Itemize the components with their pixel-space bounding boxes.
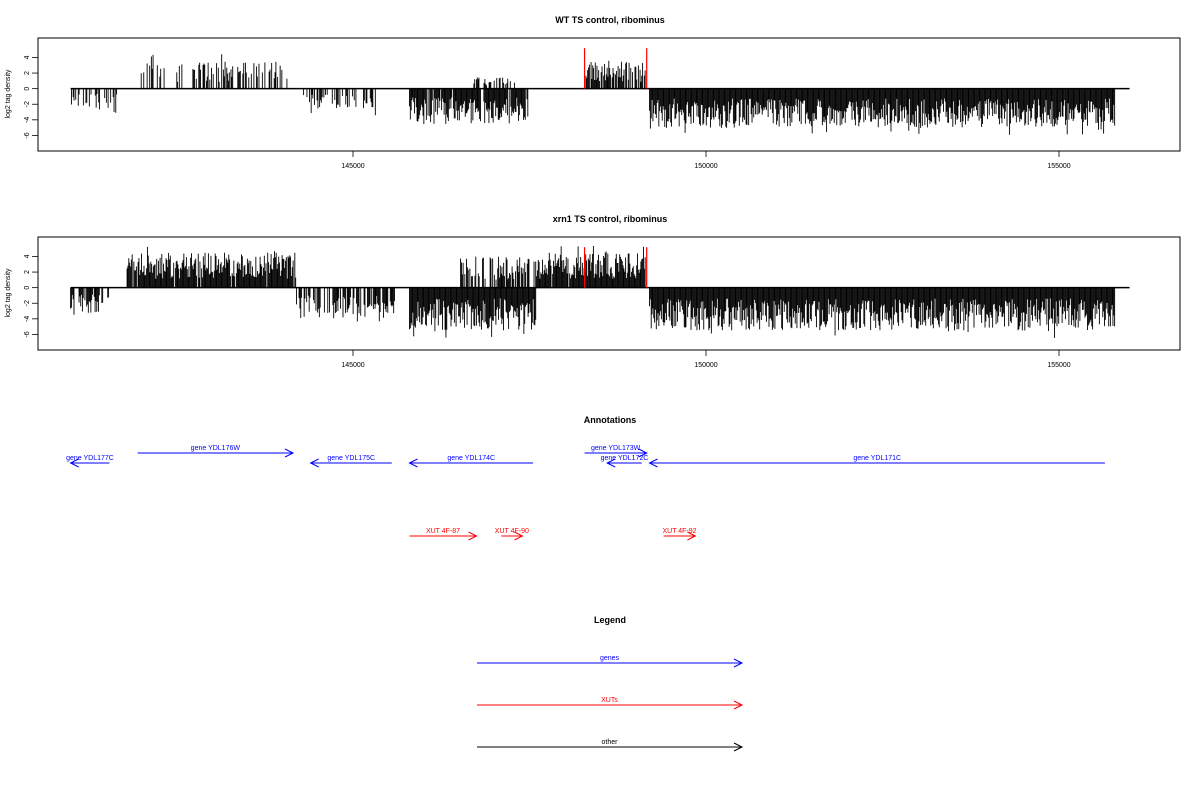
gene-arrow-label: gene YDL176W xyxy=(191,445,241,452)
legend: Legend genes XUTs other xyxy=(477,615,744,752)
gene-arrow: gene YDL177C xyxy=(66,455,114,468)
y-tick-label: 2 xyxy=(24,71,31,75)
xut-arrow-head xyxy=(468,531,478,541)
y-tick-label: -4 xyxy=(24,117,31,123)
x-tick-label: 155000 xyxy=(1047,163,1070,170)
legend-item: XUTs xyxy=(477,697,744,710)
panel-wt-ylabel: log2 tag density xyxy=(5,69,12,119)
gene-arrow-head xyxy=(69,458,79,468)
panel-xrn1-frame xyxy=(37,236,1181,351)
y-tick-label: -2 xyxy=(24,101,31,107)
panel-xrn1: xrn1 TS control, ribominus log2 tag dens… xyxy=(5,214,1181,369)
gene-arrow: gene YDL171C xyxy=(648,455,1105,468)
legend-item-head xyxy=(733,700,744,710)
gene-arrow: gene YDL175C xyxy=(309,455,392,468)
legend-item-label: other xyxy=(602,739,619,746)
panel-xrn1-y-axis: -6 -4 -2 0 2 4 xyxy=(24,254,38,338)
y-tick-label: -4 xyxy=(24,316,31,322)
legend-item: other xyxy=(477,739,744,752)
legend-title: Legend xyxy=(594,615,626,625)
xut-arrow-label: XUT 4F-90 xyxy=(495,528,529,535)
gene-arrow-label: gene YDL171C xyxy=(853,455,901,462)
panel-wt: WT TS control, ribominus log2 tag densit… xyxy=(5,15,1181,170)
panel-wt-x-axis: 145000 150000 155000 xyxy=(341,151,1071,170)
x-tick-label: 150000 xyxy=(694,362,717,369)
gene-arrow-label: gene YDL174C xyxy=(447,455,495,462)
xut-arrow: XUT 4F-90 xyxy=(495,528,529,541)
gene-arrow-label: gene YDL177C xyxy=(66,455,114,462)
xut-arrow: XUT 4F-87 xyxy=(409,528,478,541)
x-tick-label: 150000 xyxy=(694,163,717,170)
panel-wt-frame xyxy=(37,37,1181,152)
gene-arrows: gene YDL177C gene YDL176W gene YDL175C gene… xyxy=(66,445,1105,468)
gene-arrow-head xyxy=(309,458,319,468)
xut-arrow-head xyxy=(514,531,524,541)
panel-wt-bars xyxy=(70,48,1130,135)
x-tick-label: 155000 xyxy=(1047,362,1070,369)
legend-item-label: XUTs xyxy=(601,697,618,704)
gene-arrow-head xyxy=(284,448,295,458)
xut-arrows: XUT 4F-87 XUT 4F-90 XUT 4F-92 xyxy=(409,528,697,541)
xut-arrow-label: XUT 4F-92 xyxy=(662,528,696,535)
legend-items: genes XUTs other xyxy=(477,655,744,752)
legend-item-head xyxy=(733,658,744,668)
legend-item-label: genes xyxy=(600,655,620,662)
y-tick-label: 0 xyxy=(24,87,31,91)
gene-arrow-head xyxy=(408,458,418,468)
gene-arrow-head xyxy=(648,458,658,468)
y-tick-label: 0 xyxy=(24,286,31,290)
legend-item-head xyxy=(733,742,744,752)
gene-arrow: gene YDL176W xyxy=(137,445,295,458)
panel-xrn1-ylabel: log2 tag density xyxy=(5,268,12,318)
xut-arrow-head xyxy=(687,531,697,541)
annotations-title: Annotations xyxy=(584,415,637,425)
gene-arrow: gene YDL174C xyxy=(408,455,534,468)
panel-wt-title: WT TS control, ribominus xyxy=(555,15,665,25)
panel-xrn1-title: xrn1 TS control, ribominus xyxy=(553,214,668,224)
y-tick-label: -2 xyxy=(24,300,31,306)
panel-xrn1-x-axis: 145000 150000 155000 xyxy=(341,350,1071,369)
panel-wt-y-axis: -6 -4 -2 0 2 4 xyxy=(24,55,38,139)
x-tick-label: 145000 xyxy=(341,362,364,369)
x-tick-label: 145000 xyxy=(341,163,364,170)
gene-arrow-label: gene YDL175C xyxy=(327,455,375,462)
gene-arrow: gene YDL172C xyxy=(601,455,649,468)
xut-arrow-label: XUT 4F-87 xyxy=(426,528,460,535)
gene-arrow-head xyxy=(638,448,648,458)
y-tick-label: 4 xyxy=(24,254,31,258)
gene-arrow-label: gene YDL172C xyxy=(601,455,649,462)
y-tick-label: -6 xyxy=(24,132,31,138)
y-tick-label: 4 xyxy=(24,55,31,59)
xut-arrow: XUT 4F-92 xyxy=(662,528,697,541)
gene-arrow: gene YDL173W xyxy=(584,445,648,458)
panel-xrn1-bars xyxy=(70,245,1130,338)
y-tick-label: 2 xyxy=(24,270,31,274)
gene-arrow-head xyxy=(606,458,616,468)
y-tick-label: -6 xyxy=(24,331,31,337)
legend-item: genes xyxy=(477,655,744,668)
gene-arrow-label: gene YDL173W xyxy=(591,445,641,452)
